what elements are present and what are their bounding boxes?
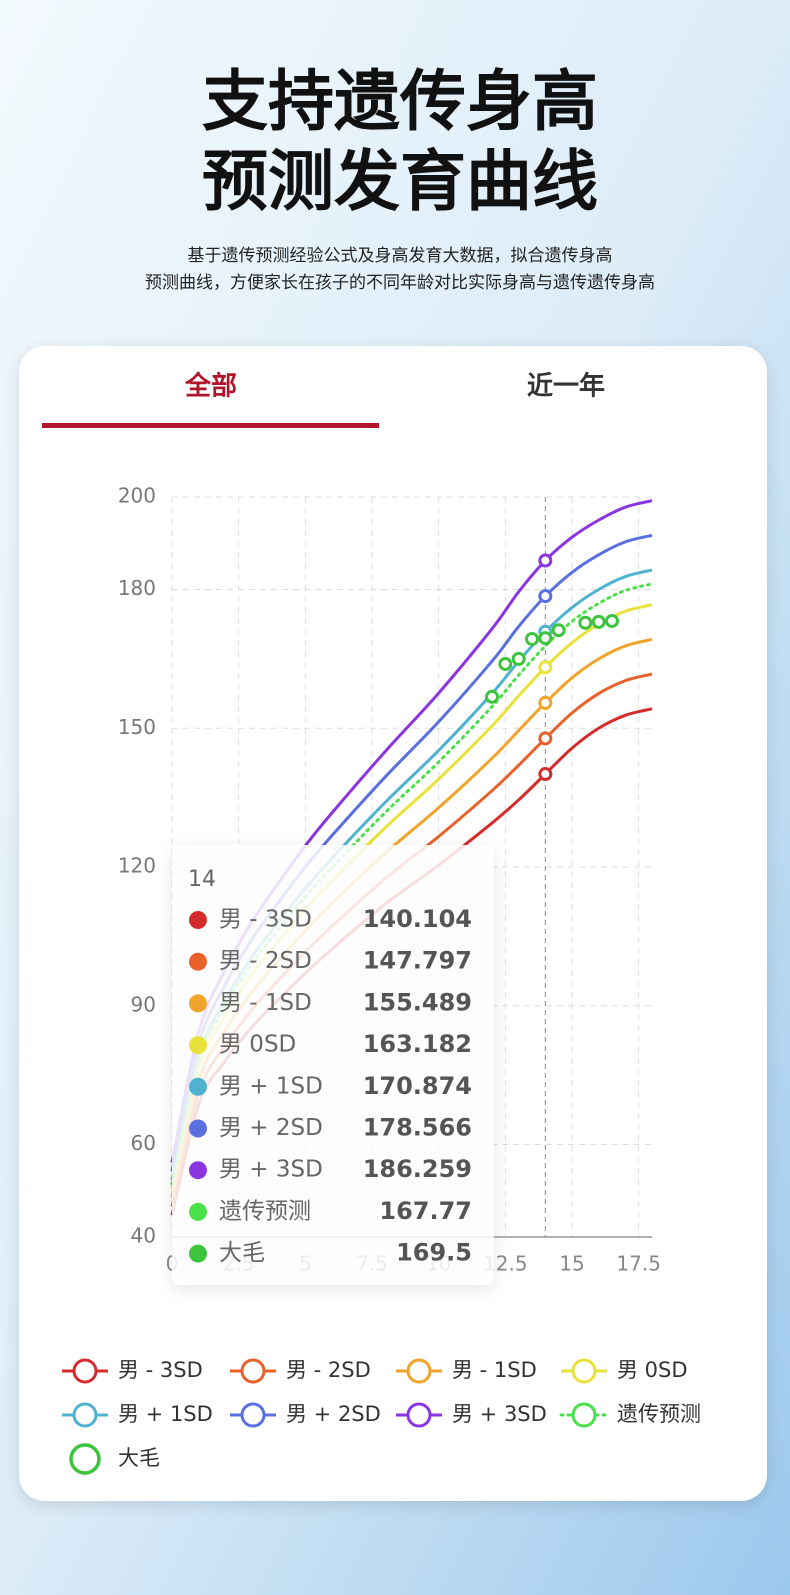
legend-label: 遗传预测: [617, 1402, 701, 1426]
highlight-point: [538, 731, 553, 746]
data-point: [551, 623, 566, 638]
legend-label: 男 - 1SD: [452, 1358, 537, 1382]
tooltip-dot: [189, 994, 207, 1013]
tooltip-name: 男 + 3SD: [219, 1157, 323, 1183]
x-tick-label: 17.5: [616, 1252, 661, 1276]
legend-label: 男 + 1SD: [118, 1402, 213, 1426]
y-tick-label: 60: [131, 1131, 156, 1155]
legend-label: 男 - 2SD: [286, 1358, 371, 1382]
title-line: 预测发育曲线: [202, 143, 598, 220]
tooltip-dot: [189, 1244, 207, 1263]
tooltip-title: 14: [188, 867, 216, 892]
tooltip-value: 163.182: [363, 1030, 472, 1058]
tooltip-box: [172, 845, 494, 1285]
tooltip-value: 170.874: [363, 1072, 472, 1100]
title-line: 支持遗传身高: [202, 63, 598, 140]
tab[interactable]: 近一年: [527, 371, 605, 402]
tooltip-value: 169.5: [396, 1239, 472, 1267]
legend-marker: [240, 1358, 266, 1384]
y-tick-label: 40: [131, 1224, 156, 1248]
legend-label: 男 + 3SD: [452, 1402, 547, 1426]
highlight-point: [538, 589, 553, 604]
subtitle-line: 预测曲线，方便家长在孩子的不同年龄对比实际身高与遗传遗传身高: [145, 273, 655, 293]
data-point: [538, 631, 553, 646]
legend-label: 大毛: [118, 1446, 160, 1470]
tooltip-value: 140.104: [363, 905, 472, 933]
tooltip-name: 男 + 1SD: [219, 1073, 323, 1099]
subtitle-line: 基于遗传预测经验公式及身高发育大数据，拟合遗传身高: [188, 246, 613, 266]
x-tick-label: 15: [559, 1252, 584, 1276]
legend-marker: [406, 1358, 432, 1384]
data-point: [605, 613, 619, 628]
tooltip-dot: [189, 1202, 207, 1221]
legend-marker: [571, 1402, 597, 1428]
tooltip-name: 男 - 3SD: [219, 907, 312, 933]
tooltip-name: 男 0SD: [219, 1032, 296, 1058]
legend-marker: [406, 1402, 432, 1428]
legend-marker: [69, 1443, 101, 1475]
data-point: [525, 631, 539, 646]
tooltip-name: 遗传预测: [219, 1198, 311, 1224]
highlight-point: [538, 553, 553, 568]
y-tick-label: 120: [118, 854, 156, 878]
plot: 40609012015018020002.557.51012.51517.514…: [62, 484, 701, 1475]
highlight-point: [538, 660, 553, 675]
tooltip-name: 大毛: [219, 1240, 265, 1266]
tooltip-value: 147.797: [363, 947, 472, 975]
tooltip-dot: [189, 911, 207, 929]
highlight-point: [538, 767, 553, 782]
legend-marker: [571, 1358, 597, 1384]
tooltip-value: 155.489: [363, 988, 472, 1016]
tooltip-name: 男 - 2SD: [219, 948, 312, 974]
data-point: [578, 615, 593, 630]
legend-label: 男 + 2SD: [286, 1402, 381, 1426]
legend-marker: [240, 1402, 266, 1428]
tooltip-value: 186.259: [363, 1155, 472, 1183]
tooltip-name: 男 + 2SD: [219, 1115, 323, 1141]
y-tick-label: 150: [118, 715, 156, 739]
tooltip-dot: [189, 1077, 207, 1096]
legend-label: 男 0SD: [617, 1358, 688, 1382]
tooltip-value: 167.77: [379, 1197, 472, 1225]
y-tick-label: 90: [131, 992, 156, 1016]
data-point: [498, 656, 513, 671]
y-tick-label: 180: [118, 576, 156, 600]
tooltip-dot: [189, 1161, 207, 1180]
tab-active[interactable]: 全部: [184, 371, 237, 402]
tooltip-dot: [189, 1119, 207, 1138]
data-point: [485, 689, 499, 704]
legend-label: 男 - 3SD: [118, 1358, 203, 1382]
legend-marker: [72, 1402, 98, 1428]
tooltip-value: 178.566: [363, 1114, 472, 1142]
tooltip-name: 男 - 1SD: [219, 990, 312, 1016]
data-point: [511, 651, 526, 666]
tooltip-dot: [189, 1036, 207, 1055]
highlight-point: [538, 695, 553, 710]
legend-marker: [72, 1358, 98, 1384]
data-point: [591, 614, 606, 629]
y-tick-label: 200: [118, 484, 156, 508]
tab-underline: [42, 423, 379, 428]
tooltip-dot: [189, 952, 207, 971]
